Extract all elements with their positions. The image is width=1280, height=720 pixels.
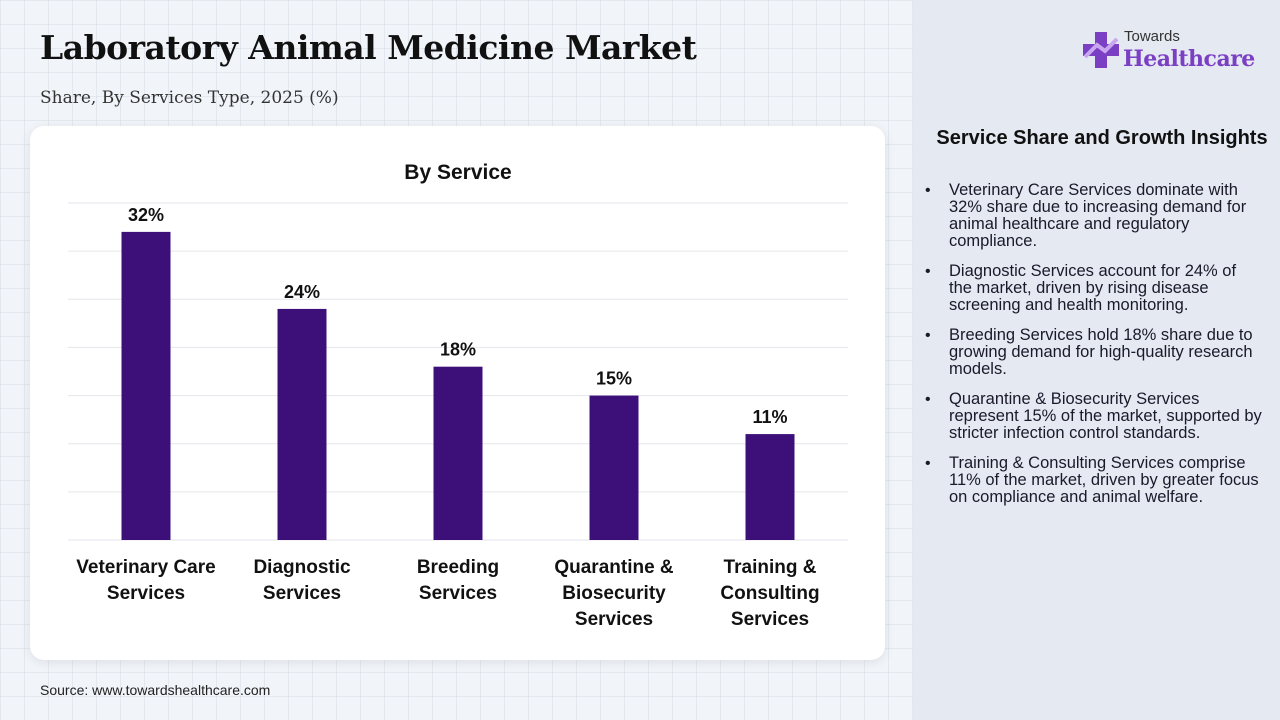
data-label: 11% [752,407,787,427]
page-subtitle: Share, By Services Type, 2025 (%) [40,88,339,108]
insight-item: • Training & Consulting Services comprise… [923,455,1263,506]
category-label: Breeding [417,557,499,578]
bar [277,308,327,540]
insight-text: Diagnostic Services account for 24% of t… [949,262,1237,314]
bar-layer [121,231,795,540]
chart-title: By Service [404,161,511,184]
bar [433,366,483,540]
data-label: 24% [284,282,320,302]
category-label: Training & [724,557,817,578]
category-label: Services [107,583,185,604]
label-layer: 32% Veterinary Care Services 24% Diagnostic S… [76,205,819,630]
category-label: Quarantine & [554,557,674,578]
category-label: Diagnostic [253,557,351,578]
insight-item: • Breeding Services hold 18% share due to… [923,327,1263,378]
insight-item: • Veterinary Care Services dominate with … [923,182,1263,250]
bar [745,434,795,540]
bullet-icon: • [925,327,931,344]
category-label: Services [263,583,341,604]
insights-list: • Veterinary Care Services dominate with … [923,182,1263,519]
logo-line-2: Healthcare [1123,46,1255,72]
category-label: Biosecurity [562,583,666,604]
towards-healthcare-logo: Towards Healthcare [1081,26,1261,78]
logo-line-1: Towards [1124,28,1180,45]
insight-text: Breeding Services hold 18% share due to … [949,326,1253,378]
chart-card: 32% Veterinary Care Services 24% Diagnostic S… [30,126,885,660]
left-pane: Laboratory Animal Medicine Market Share,… [30,28,885,698]
insight-text: Training & Consulting Services comprise … [949,454,1259,506]
data-label: 32% [128,205,164,225]
source-note: Source: www.towardshealthcare.com [40,682,271,698]
category-label: Consulting [720,583,819,604]
insight-text: Quarantine & Biosecurity Services repres… [949,390,1262,442]
category-label: Veterinary Care [76,557,215,578]
category-label: Services [731,609,809,630]
insights-title: Service Share and Growth Insights [936,127,1268,149]
bullet-icon: • [925,182,931,199]
category-label: Services [575,609,653,630]
medical-cross-icon [1083,32,1119,68]
insight-item: • Quarantine & Biosecurity Services repre… [923,391,1263,442]
bar [589,395,639,540]
bar [121,231,171,540]
bullet-icon: • [925,455,931,472]
insights-panel: Towards Healthcare Service Share and Gro… [913,0,1280,720]
bar-chart: 32% Veterinary Care Services 24% Diagnostic S… [68,161,848,630]
insight-text: Veterinary Care Services dominate with 3… [949,181,1247,250]
category-label: Services [419,583,497,604]
data-label: 15% [596,369,632,389]
data-label: 18% [440,340,476,360]
bullet-icon: • [925,263,931,280]
page-title: Laboratory Animal Medicine Market [40,28,697,67]
insight-item: • Diagnostic Services account for 24% of … [923,263,1263,314]
bullet-icon: • [925,391,931,408]
